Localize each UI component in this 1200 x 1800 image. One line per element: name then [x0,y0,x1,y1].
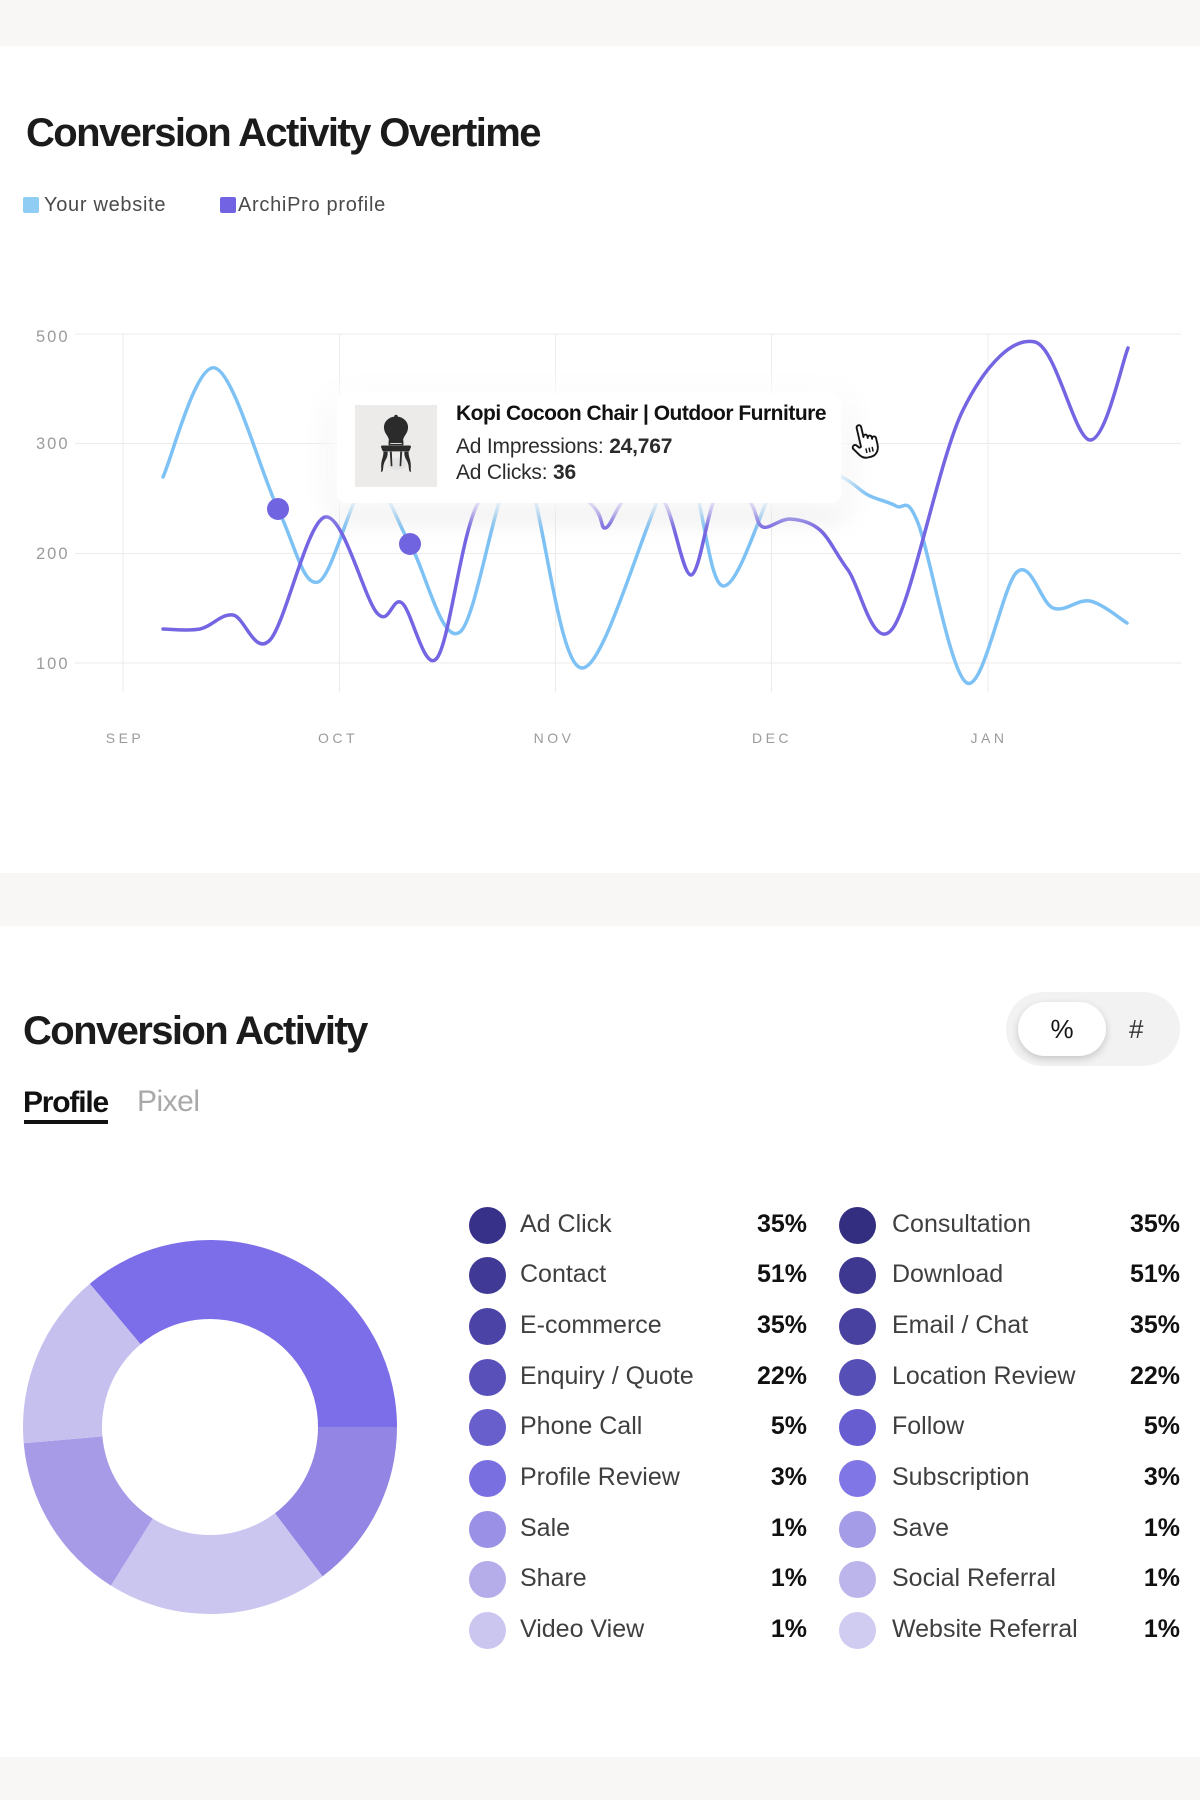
svg-text:DEC: DEC [752,730,792,746]
svg-text:200: 200 [36,545,70,563]
svg-text:300: 300 [36,435,70,453]
svg-text:OCT: OCT [318,730,358,746]
svg-text:500: 500 [36,328,70,346]
svg-text:JAN: JAN [971,730,1008,746]
svg-text:NOV: NOV [534,730,575,746]
svg-text:SEP: SEP [106,730,145,746]
svg-text:100: 100 [36,655,70,673]
